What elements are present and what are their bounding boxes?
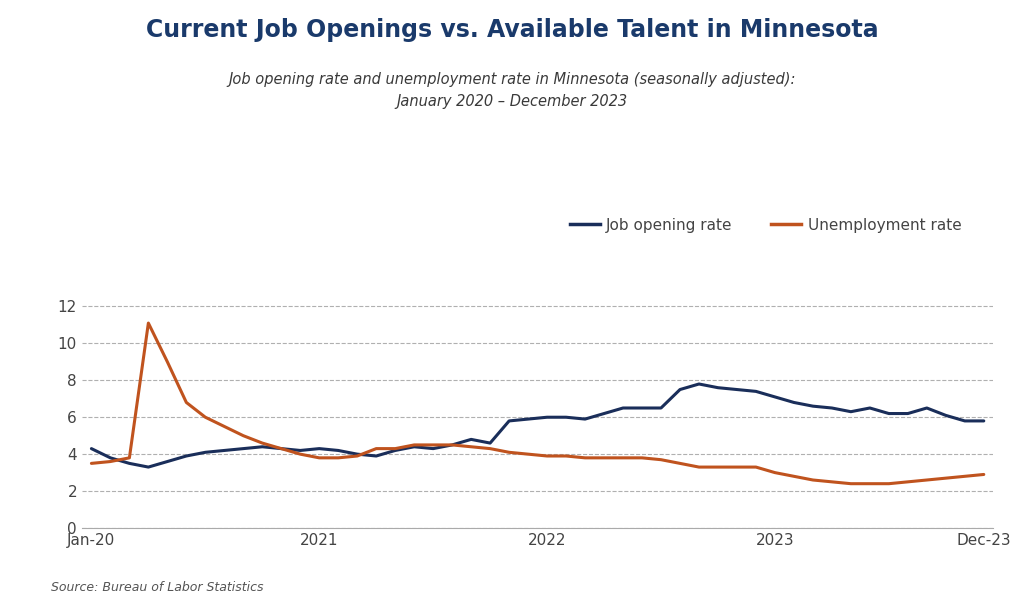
Text: Job opening rate and unemployment rate in Minnesota (seasonally adjusted):
Janua: Job opening rate and unemployment rate i…: [228, 72, 796, 109]
Text: Source: Bureau of Labor Statistics: Source: Bureau of Labor Statistics: [51, 581, 264, 594]
Text: Current Job Openings vs. Available Talent in Minnesota: Current Job Openings vs. Available Talen…: [145, 18, 879, 42]
Legend: Job opening rate, Unemployment rate: Job opening rate, Unemployment rate: [563, 212, 968, 239]
